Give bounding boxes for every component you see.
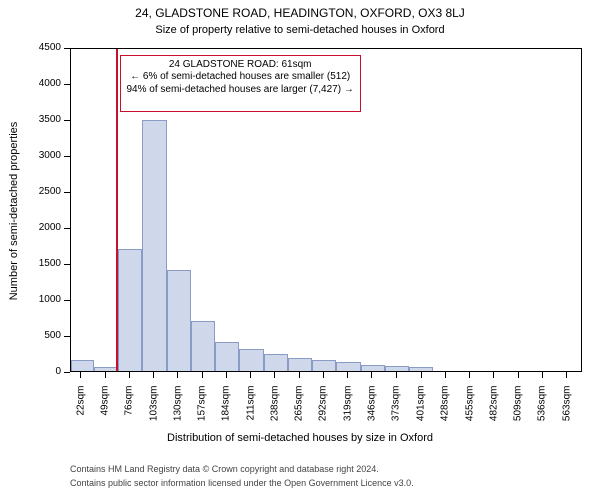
- y-tick-label: 3000: [39, 150, 61, 161]
- plot-area: 24 GLADSTONE ROAD: 61sqm← 6% of semi-det…: [70, 48, 582, 372]
- x-tick: [153, 372, 154, 378]
- y-tick-label: 2000: [39, 222, 61, 233]
- x-tick-label: 428sqm: [440, 386, 451, 436]
- footer-line2: Contains public sector information licen…: [70, 478, 414, 488]
- y-tick-label: 3500: [39, 114, 61, 125]
- histogram-bar: [385, 366, 409, 371]
- histogram-bar: [336, 362, 360, 371]
- x-tick-label: 130sqm: [172, 386, 183, 436]
- y-tick: [64, 300, 70, 301]
- x-tick-label: 509sqm: [513, 386, 524, 436]
- x-tick: [469, 372, 470, 378]
- annotation-box: 24 GLADSTONE ROAD: 61sqm← 6% of semi-det…: [120, 55, 361, 113]
- x-tick-label: 22sqm: [75, 386, 86, 436]
- y-tick-label: 500: [44, 330, 61, 341]
- x-tick: [226, 372, 227, 378]
- x-tick: [177, 372, 178, 378]
- x-tick: [371, 372, 372, 378]
- marker-line: [116, 49, 118, 371]
- x-tick: [347, 372, 348, 378]
- chart-container: 24, GLADSTONE ROAD, HEADINGTON, OXFORD, …: [0, 0, 600, 500]
- annotation-line: 94% of semi-detached houses are larger (…: [127, 84, 354, 97]
- x-tick: [493, 372, 494, 378]
- x-tick-label: 184sqm: [221, 386, 232, 436]
- y-tick: [64, 156, 70, 157]
- x-tick-label: 103sqm: [148, 386, 159, 436]
- histogram-bar: [239, 349, 263, 371]
- histogram-bar: [118, 249, 142, 371]
- x-tick: [445, 372, 446, 378]
- x-tick: [299, 372, 300, 378]
- y-tick: [64, 336, 70, 337]
- y-tick: [64, 372, 70, 373]
- x-tick: [542, 372, 543, 378]
- histogram-bar: [288, 358, 312, 371]
- y-tick: [64, 192, 70, 193]
- annotation-line: ← 6% of semi-detached houses are smaller…: [127, 71, 354, 84]
- y-tick-label: 2500: [39, 186, 61, 197]
- x-tick: [274, 372, 275, 378]
- y-tick-label: 4000: [39, 78, 61, 89]
- x-tick: [566, 372, 567, 378]
- x-tick: [396, 372, 397, 378]
- x-tick: [518, 372, 519, 378]
- histogram-bar: [264, 354, 288, 371]
- histogram-bar: [71, 360, 94, 371]
- x-tick-label: 319sqm: [342, 386, 353, 436]
- x-tick: [421, 372, 422, 378]
- x-tick: [129, 372, 130, 378]
- x-tick-label: 76sqm: [124, 386, 135, 436]
- x-tick: [250, 372, 251, 378]
- annotation-line: 24 GLADSTONE ROAD: 61sqm: [127, 59, 354, 72]
- x-tick-label: 536sqm: [537, 386, 548, 436]
- y-tick: [64, 48, 70, 49]
- x-tick: [80, 372, 81, 378]
- x-tick-label: 49sqm: [100, 386, 111, 436]
- y-tick-label: 1500: [39, 258, 61, 269]
- histogram-bar: [167, 270, 191, 371]
- y-tick-label: 4500: [39, 42, 61, 53]
- x-tick-label: 373sqm: [391, 386, 402, 436]
- x-tick-label: 292sqm: [318, 386, 329, 436]
- chart-title-line2: Size of property relative to semi-detach…: [0, 24, 600, 36]
- x-tick-label: 563sqm: [561, 386, 572, 436]
- histogram-bar: [409, 367, 433, 371]
- footer-line1: Contains HM Land Registry data © Crown c…: [70, 464, 379, 474]
- x-tick-label: 238sqm: [269, 386, 280, 436]
- x-tick-label: 211sqm: [245, 386, 256, 436]
- chart-title-line1: 24, GLADSTONE ROAD, HEADINGTON, OXFORD, …: [0, 6, 600, 20]
- x-tick: [202, 372, 203, 378]
- histogram-bar: [312, 360, 336, 371]
- y-tick: [64, 84, 70, 85]
- y-tick: [64, 120, 70, 121]
- histogram-bar: [94, 367, 118, 371]
- x-tick: [105, 372, 106, 378]
- x-tick-label: 265sqm: [294, 386, 305, 436]
- x-tick-label: 455sqm: [464, 386, 475, 436]
- x-tick: [323, 372, 324, 378]
- y-tick-label: 1000: [39, 294, 61, 305]
- x-tick-label: 346sqm: [366, 386, 377, 436]
- histogram-bar: [191, 321, 215, 371]
- y-tick-label: 0: [55, 366, 61, 377]
- x-tick-label: 401sqm: [416, 386, 427, 436]
- y-tick: [64, 228, 70, 229]
- y-axis-label: Number of semi-detached properties: [8, 49, 20, 373]
- histogram-bar: [142, 120, 166, 371]
- histogram-bar: [361, 365, 385, 371]
- histogram-bar: [215, 342, 239, 371]
- x-tick-label: 157sqm: [197, 386, 208, 436]
- y-tick: [64, 264, 70, 265]
- x-tick-label: 482sqm: [488, 386, 499, 436]
